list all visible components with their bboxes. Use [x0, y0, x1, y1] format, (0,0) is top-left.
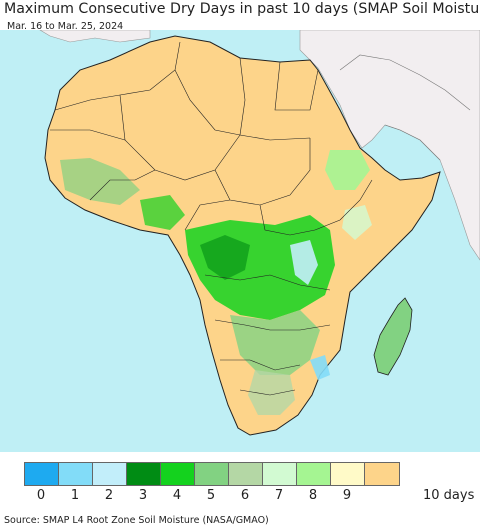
legend-label-7: 7 [274, 488, 284, 503]
moisture-patches [60, 150, 372, 415]
legend-swatch-0 [25, 463, 59, 485]
legend-label-10: 10 days [423, 488, 475, 503]
arabia-coast [339, 54, 471, 161]
legend-colorbar [24, 462, 400, 486]
legend-label-9: 9 [342, 488, 352, 503]
legend-swatch-9 [331, 463, 365, 485]
middle-east-land [299, 29, 480, 261]
europe-land [38, 29, 151, 43]
legend-label-5: 5 [206, 488, 216, 503]
legend-swatch-7 [263, 463, 297, 485]
legend-swatch-5 [195, 463, 229, 485]
legend-label-0: 0 [36, 488, 46, 503]
legend-swatch-6 [229, 463, 263, 485]
legend-swatch-10 [365, 463, 399, 485]
legend-swatch-2 [93, 463, 127, 485]
madagascar [373, 297, 413, 376]
map-title: Maximum Consecutive Dry Days in past 10 … [4, 1, 480, 17]
date-range: Mar. 16 to Mar. 25, 2024 [7, 21, 124, 32]
africa-map [0, 29, 480, 452]
legend-label-6: 6 [240, 488, 250, 503]
legend-label-1: 1 [70, 488, 80, 503]
legend-label-8: 8 [308, 488, 318, 503]
legend-label-4: 4 [172, 488, 182, 503]
legend-swatch-4 [161, 463, 195, 485]
legend-swatch-1 [59, 463, 93, 485]
source-credit: Source: SMAP L4 Root Zone Soil Moisture … [4, 515, 269, 526]
legend-swatch-8 [297, 463, 331, 485]
legend-label-2: 2 [104, 488, 114, 503]
legend-label-3: 3 [138, 488, 148, 503]
map-panel [0, 29, 480, 452]
country-borders [50, 41, 373, 396]
legend-swatch-3 [127, 463, 161, 485]
